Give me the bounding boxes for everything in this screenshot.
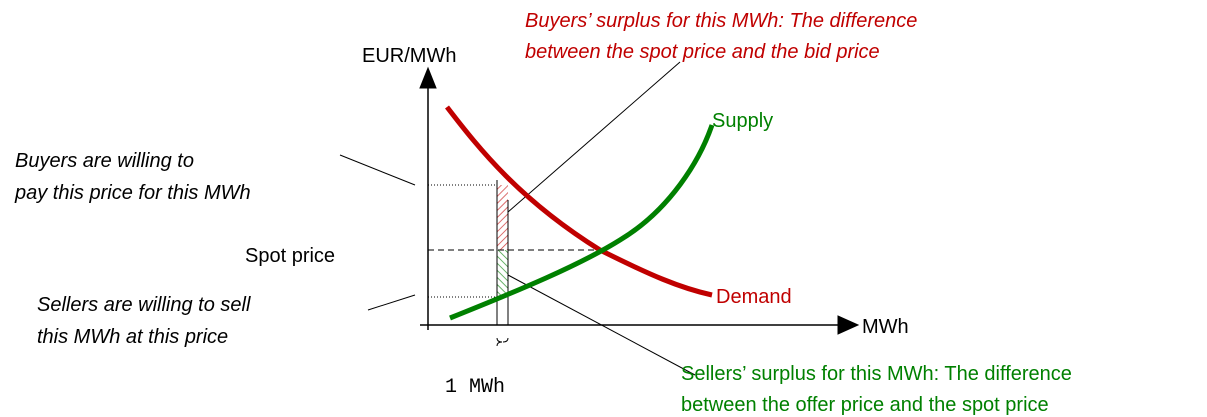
annotation: Sellers are willing to sell: [37, 294, 251, 316]
annotation: between the spot price and the bid price: [525, 41, 880, 63]
y-arrow: [419, 66, 437, 89]
annotation: Spot price: [245, 245, 335, 267]
annotation: 1 MWh: [445, 376, 505, 399]
leader: [507, 61, 681, 213]
leader: [507, 274, 696, 376]
axes: [339, 61, 860, 376]
buyer-hatch: [497, 185, 508, 250]
annotation: pay this price for this MWh: [14, 182, 251, 204]
x-arrow: [837, 315, 860, 335]
supply-curve: [449, 124, 715, 321]
annotation: Buyers’ surplus for this MWh: The differ…: [525, 10, 917, 32]
annotation: Sellers’ surplus for this MWh: The diffe…: [681, 363, 1072, 385]
x-axis-label: MWh: [862, 316, 909, 338]
demand-label: Demand: [716, 286, 792, 308]
seller-hatch: [497, 250, 508, 297]
hatches: [497, 185, 508, 297]
demand-curve: [445, 105, 713, 298]
leader: [367, 294, 416, 311]
brace: [496, 337, 509, 347]
leader: [339, 154, 416, 186]
annotation: between the offer price and the spot pri…: [681, 394, 1049, 416]
supply-label: Supply: [712, 110, 773, 132]
y-axis-label: EUR/MWh: [362, 45, 456, 67]
annotation: Buyers are willing to: [15, 150, 194, 172]
annotation: this MWh at this price: [37, 326, 228, 348]
